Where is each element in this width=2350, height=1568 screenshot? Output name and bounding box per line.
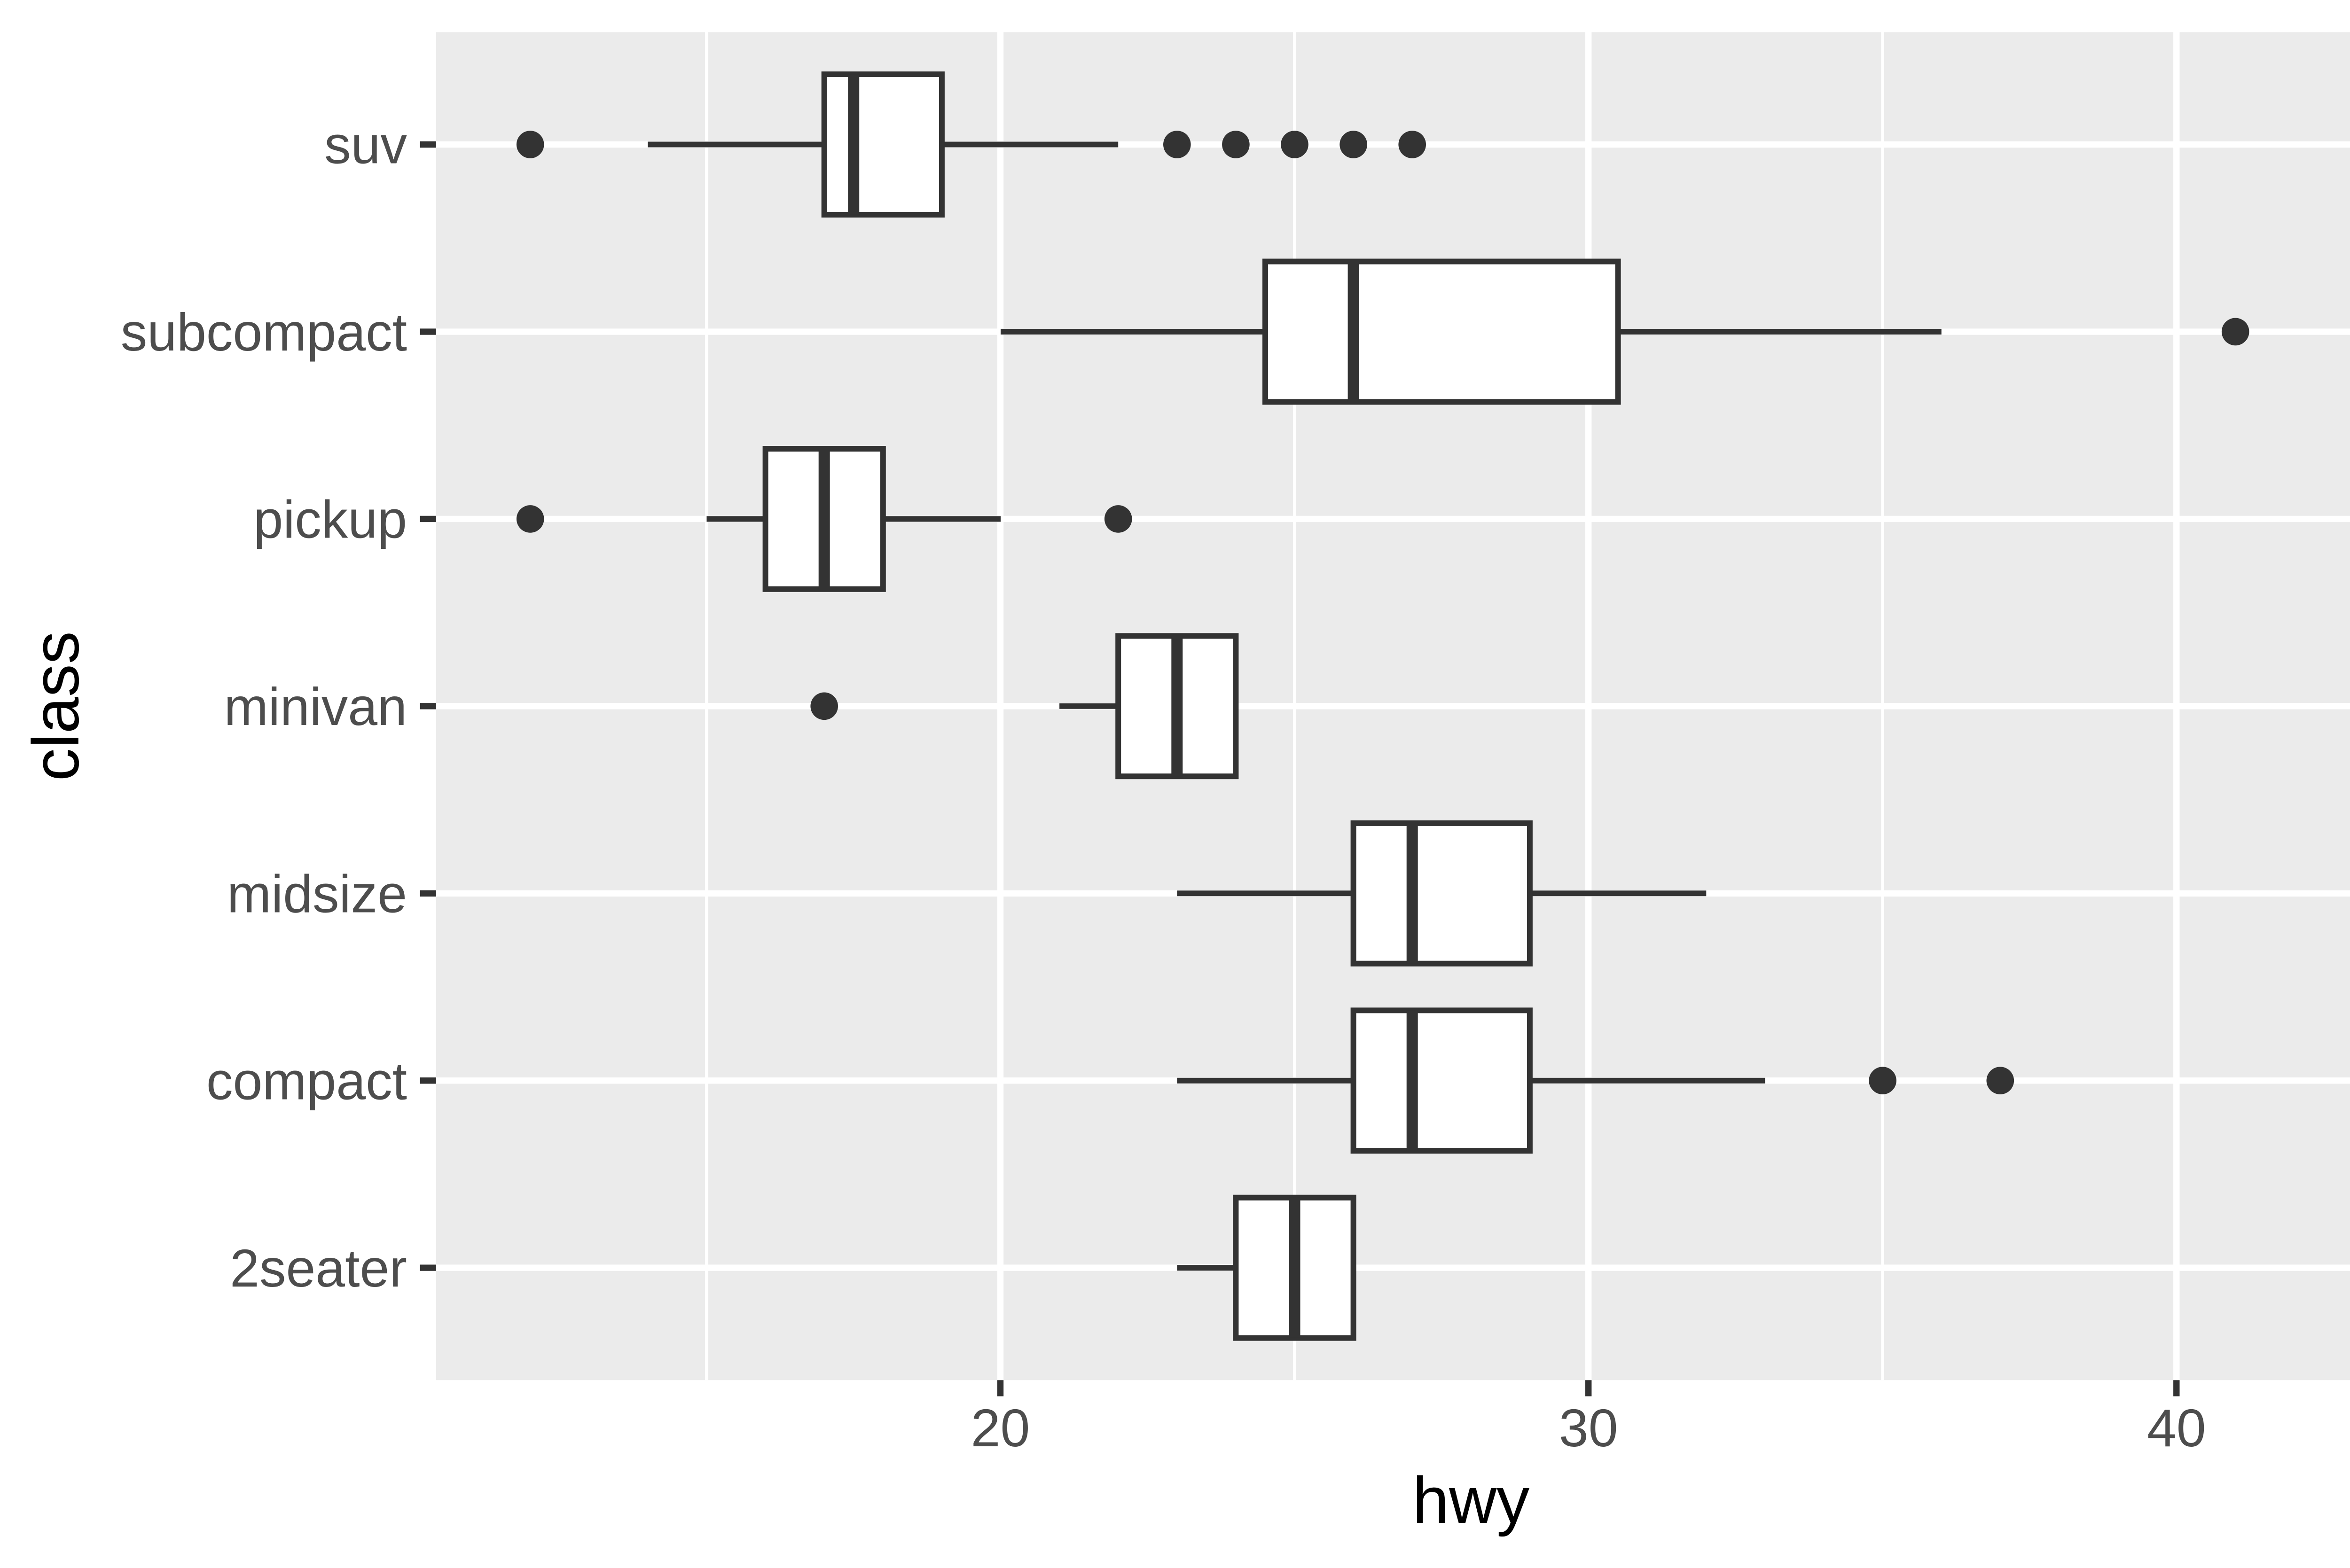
svg-text:40: 40 (2147, 1398, 2206, 1458)
svg-text:midsize: midsize (227, 864, 407, 923)
svg-text:compact: compact (206, 1052, 407, 1111)
svg-text:hwy: hwy (1412, 1463, 1529, 1537)
svg-text:suv: suv (324, 116, 407, 175)
svg-text:2seater: 2seater (230, 1239, 407, 1298)
svg-text:subcompact: subcompact (121, 303, 407, 362)
svg-text:30: 30 (1559, 1398, 1618, 1458)
svg-text:minivan: minivan (224, 677, 407, 736)
svg-text:class: class (19, 631, 93, 781)
svg-text:pickup: pickup (253, 490, 407, 549)
svg-text:20: 20 (971, 1398, 1030, 1458)
